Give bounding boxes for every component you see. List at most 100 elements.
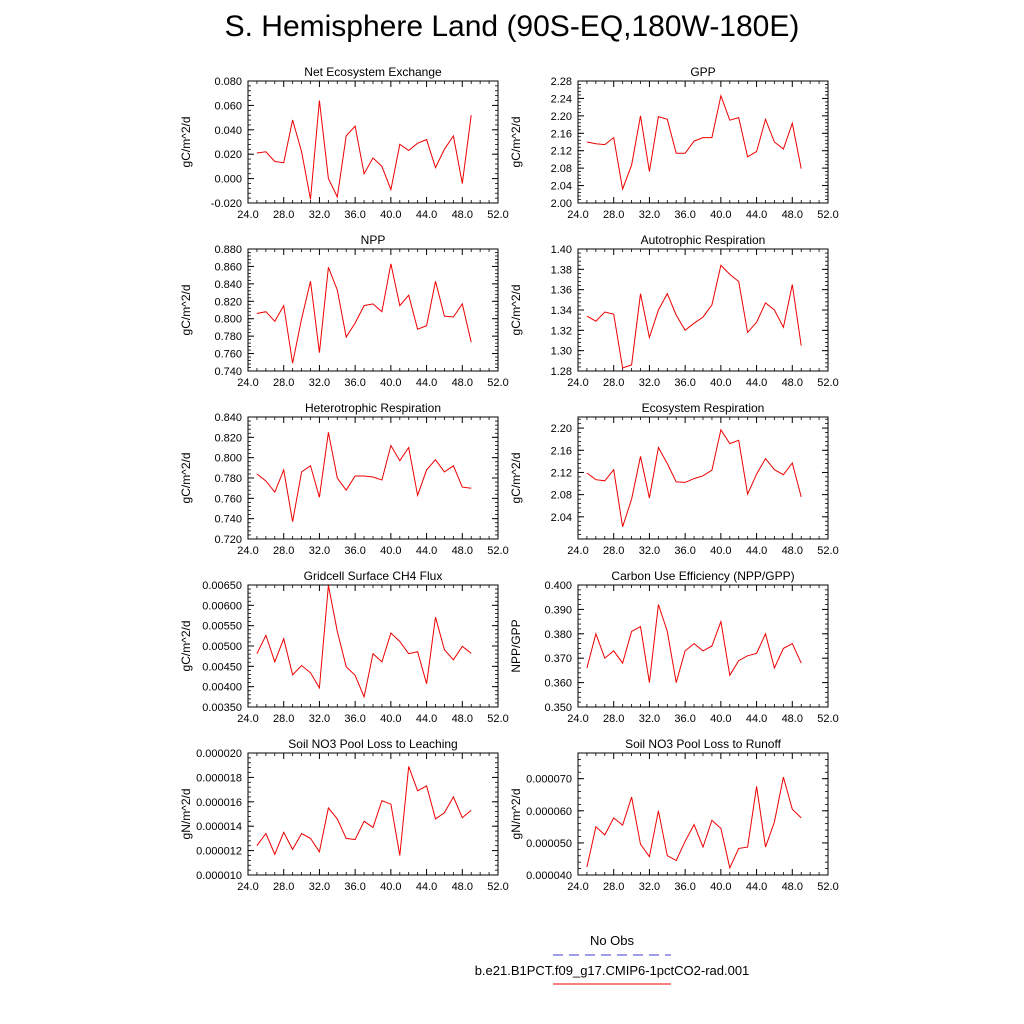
series-line — [586, 428, 802, 527]
y-tick-label: 1.28 — [551, 366, 572, 378]
x-tick-label: 28.0 — [273, 713, 294, 725]
y-tick-label: 1.38 — [551, 264, 572, 276]
x-tick-label: 44.0 — [746, 713, 767, 725]
x-tick-label: 40.0 — [380, 377, 401, 389]
x-tick-label: 28.0 — [603, 545, 624, 557]
x-tick-label: 40.0 — [710, 209, 731, 221]
series-line — [256, 432, 472, 522]
x-tick-label: 52.0 — [487, 713, 508, 725]
x-tick-label: 44.0 — [416, 209, 437, 221]
x-tick-label: 24.0 — [237, 545, 258, 557]
y-tick-label: 2.20 — [551, 111, 572, 123]
chart-panel: Ecosystem Respiration gC/m^2/d 24.0 28.0 32.… — [509, 401, 839, 557]
x-tick-label: 32.0 — [309, 881, 330, 893]
plot-frame — [577, 80, 829, 204]
x-tick-label: 48.0 — [452, 881, 473, 893]
x-tick-label: 32.0 — [309, 545, 330, 557]
y-tick-label: 1.30 — [551, 346, 572, 358]
x-tick-label: 28.0 — [273, 209, 294, 221]
chart-panel: Soil NO3 Pool Loss to Runoff gN/m^2/d 24.0… — [509, 737, 839, 893]
chart-panel: Autotrophic Respiration gC/m^2/d 24.0 28.0 3… — [509, 233, 839, 389]
y-tick-label: 0.060 — [214, 100, 242, 112]
y-tick-label: 2.16 — [551, 445, 572, 457]
y-tick-label: 0.740 — [214, 514, 242, 526]
chart-panel: Heterotrophic Respiration gC/m^2/d 24.0 28.… — [179, 401, 509, 557]
x-tick-label: 48.0 — [452, 545, 473, 557]
x-tick-label: 32.0 — [639, 713, 660, 725]
plot-frame — [247, 80, 499, 204]
x-tick-label: 48.0 — [452, 209, 473, 221]
x-tick-label: 24.0 — [567, 209, 588, 221]
x-tick-label: 36.0 — [344, 881, 365, 893]
y-tick-label: 0.00650 — [202, 580, 242, 592]
y-tick-label: 2.12 — [551, 146, 572, 158]
y-tick-label: 2.08 — [551, 490, 572, 502]
y-tick-label: 0.00450 — [202, 661, 242, 673]
y-tick-label: 0.390 — [544, 604, 572, 616]
y-axis-label: gN/m^2/d — [509, 789, 523, 840]
chart-title: Autotrophic Respiration — [641, 233, 766, 247]
y-tick-label: 0.860 — [214, 261, 242, 273]
y-tick-label: 2.00 — [551, 198, 572, 210]
x-tick-label: 52.0 — [487, 377, 508, 389]
x-tick-label: 44.0 — [416, 881, 437, 893]
y-tick-label: 0.840 — [214, 279, 242, 291]
y-tick-label: 0.000014 — [196, 821, 242, 833]
x-tick-label: 40.0 — [380, 881, 401, 893]
y-tick-label: 2.16 — [551, 128, 572, 140]
figure-title: S. Hemisphere Land (90S-EQ,180W-180E) — [224, 10, 800, 43]
y-tick-label: 0.760 — [214, 349, 242, 361]
x-tick-label: 24.0 — [237, 209, 258, 221]
x-tick-label: 44.0 — [416, 377, 437, 389]
y-tick-label: 0.000012 — [196, 846, 242, 858]
x-tick-label: 48.0 — [782, 545, 803, 557]
x-tick-label: 52.0 — [487, 881, 508, 893]
x-tick-label: 40.0 — [380, 209, 401, 221]
y-tick-label: 0.820 — [214, 432, 242, 444]
y-tick-label: 0.880 — [214, 244, 242, 256]
x-tick-label: 32.0 — [309, 377, 330, 389]
y-axis-label: gC/m^2/d — [509, 453, 523, 504]
y-tick-label: 0.380 — [544, 629, 572, 641]
y-axis-label: gC/m^2/d — [179, 285, 193, 336]
x-tick-label: 40.0 — [710, 713, 731, 725]
x-tick-label: 36.0 — [674, 209, 695, 221]
chart-title: Soil NO3 Pool Loss to Runoff — [625, 737, 782, 751]
x-tick-label: 40.0 — [380, 545, 401, 557]
x-tick-label: 32.0 — [639, 545, 660, 557]
y-tick-label: 0.780 — [214, 473, 242, 485]
x-tick-label: 40.0 — [710, 377, 731, 389]
x-tick-label: 28.0 — [603, 209, 624, 221]
y-tick-label: 0.000018 — [196, 772, 242, 784]
x-tick-label: 28.0 — [603, 881, 624, 893]
y-tick-label: 2.08 — [551, 163, 572, 175]
plot-frame — [577, 248, 829, 372]
series-line — [256, 263, 472, 364]
series-line — [256, 100, 472, 200]
y-tick-label: 0.00400 — [202, 682, 242, 694]
x-tick-label: 24.0 — [567, 713, 588, 725]
x-tick-label: 28.0 — [603, 713, 624, 725]
y-tick-label: 0.00350 — [202, 702, 242, 714]
x-tick-label: 48.0 — [452, 713, 473, 725]
y-axis-label: gN/m^2/d — [179, 789, 193, 840]
y-tick-label: 2.20 — [551, 423, 572, 435]
x-tick-label: 24.0 — [237, 881, 258, 893]
x-tick-label: 52.0 — [817, 545, 838, 557]
y-tick-label: 0.00500 — [202, 641, 242, 653]
y-tick-label: 0.350 — [544, 702, 572, 714]
y-tick-label: 0.820 — [214, 296, 242, 308]
plot-frame — [577, 752, 829, 876]
y-tick-label: 0.000050 — [526, 838, 572, 850]
x-tick-label: 28.0 — [273, 545, 294, 557]
y-tick-label: 0.780 — [214, 331, 242, 343]
x-tick-label: 36.0 — [344, 545, 365, 557]
legend-obs-label: No Obs — [589, 933, 635, 948]
x-tick-label: 52.0 — [817, 377, 838, 389]
y-tick-label: 0.720 — [214, 534, 242, 546]
y-axis-label: NPP/GPP — [509, 619, 523, 672]
x-tick-label: 52.0 — [487, 209, 508, 221]
plot-frame — [247, 248, 499, 372]
y-tick-label: 0.000070 — [526, 774, 572, 786]
legend-model-label: b.e21.B1PCT.f09_g17.CMIP6-1pctCO2-rad.00… — [474, 963, 750, 978]
